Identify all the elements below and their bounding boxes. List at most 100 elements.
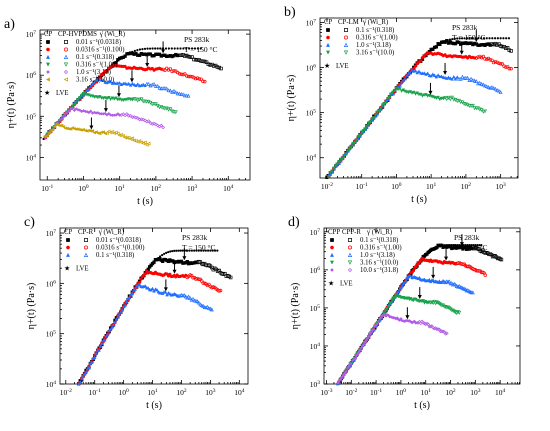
data-point <box>405 73 409 78</box>
data-point <box>373 112 378 117</box>
data-point <box>197 58 202 62</box>
data-point <box>150 286 155 291</box>
lve-point <box>206 249 210 252</box>
x-tick-label: 101 <box>421 388 432 397</box>
y-axis-title: η+(t) (Pa·s) <box>290 283 301 330</box>
x-tick-label: 100 <box>119 388 130 397</box>
data-point <box>219 66 223 71</box>
data-point <box>386 304 391 309</box>
x-tick-exponent: 2 <box>468 182 471 188</box>
legend-marker-filled <box>330 238 334 242</box>
legend-marker-filled <box>65 252 71 257</box>
data-point <box>168 88 173 93</box>
data-point <box>168 272 172 276</box>
legend-head-cp: CP <box>324 19 333 26</box>
arrow-head <box>172 269 177 274</box>
data-point <box>101 78 106 83</box>
data-point <box>182 93 187 98</box>
data-point <box>448 76 453 80</box>
lve-label: LVE <box>340 281 353 288</box>
data-point <box>347 147 352 151</box>
data-point <box>135 98 140 103</box>
data-point <box>90 360 94 364</box>
data-point <box>398 83 402 87</box>
data-point <box>497 61 501 65</box>
data-point <box>79 376 84 381</box>
data-point <box>438 97 442 102</box>
data-point <box>100 341 104 346</box>
data-point <box>193 57 198 62</box>
x-tick-exponent: 0 <box>126 388 129 394</box>
data-point <box>493 59 498 64</box>
data-point <box>177 91 182 96</box>
x-tick-exponent: 1 <box>155 388 158 394</box>
data-point <box>354 138 359 143</box>
lve-point <box>476 244 479 247</box>
data-point <box>339 376 344 381</box>
data-point <box>399 89 404 93</box>
x-tick-label: 101 <box>147 388 158 397</box>
lve-point <box>173 249 176 252</box>
data-point <box>500 62 505 66</box>
data-point <box>134 51 138 56</box>
x-tick-label: 103 <box>187 184 198 193</box>
data-point <box>389 92 394 97</box>
data-point <box>352 141 357 145</box>
lve-point <box>211 249 214 252</box>
data-point <box>186 74 191 79</box>
data-point <box>345 149 350 154</box>
data-point <box>366 334 371 339</box>
x-tick-label: 10-2 <box>60 388 72 397</box>
lve-point <box>188 47 191 50</box>
y-tick-exponent: 7 <box>53 229 56 235</box>
data-point <box>123 303 127 307</box>
lve-point <box>175 249 178 252</box>
data-point <box>365 336 370 341</box>
x-tick-exponent: 3 <box>478 388 481 394</box>
lve-point <box>493 37 497 40</box>
lve-label: LVE <box>56 90 69 97</box>
data-point <box>454 311 459 316</box>
arrow-head <box>443 70 448 75</box>
x-tick-exponent: 3 <box>194 184 197 190</box>
legend-head-cp: CP <box>44 31 53 38</box>
data-point <box>217 289 221 293</box>
legend-marker-filled <box>330 245 334 250</box>
legend-marker-filled <box>46 70 50 74</box>
data-point <box>421 299 426 303</box>
arrow-head <box>145 62 150 67</box>
data-point <box>438 329 443 334</box>
data-point <box>403 76 407 81</box>
lve-point <box>193 249 196 252</box>
lve-point <box>193 47 197 50</box>
data-point <box>408 70 413 75</box>
lve-point <box>213 249 217 252</box>
data-point <box>399 285 403 290</box>
lve-point <box>458 37 461 40</box>
lve-point <box>190 249 193 252</box>
data-point <box>195 76 200 80</box>
data-point <box>179 53 183 58</box>
data-point <box>370 117 374 121</box>
data-point <box>175 53 180 58</box>
data-point <box>175 91 180 96</box>
lve-point <box>204 249 207 252</box>
legend-label: 1.0 s⁻¹(3.18) <box>360 252 395 259</box>
legend-marker-filled <box>325 50 331 55</box>
lve-point <box>151 47 154 50</box>
data-point <box>484 57 489 61</box>
data-point <box>87 87 91 92</box>
legend-head-variant: CP-HVPDMS <box>58 31 97 38</box>
data-point <box>123 81 127 85</box>
data-point <box>186 54 191 59</box>
annotation-temperature: T = 150 °C <box>452 33 486 42</box>
y-tick-label: 106 <box>310 266 321 275</box>
data-point <box>72 108 77 113</box>
legend-marker-filled <box>326 28 330 32</box>
lve-label: LVE <box>76 266 89 273</box>
data-point <box>332 166 336 171</box>
data-point <box>399 80 404 85</box>
data-series-4 <box>337 287 462 385</box>
data-point <box>135 82 140 86</box>
data-point <box>425 71 430 75</box>
